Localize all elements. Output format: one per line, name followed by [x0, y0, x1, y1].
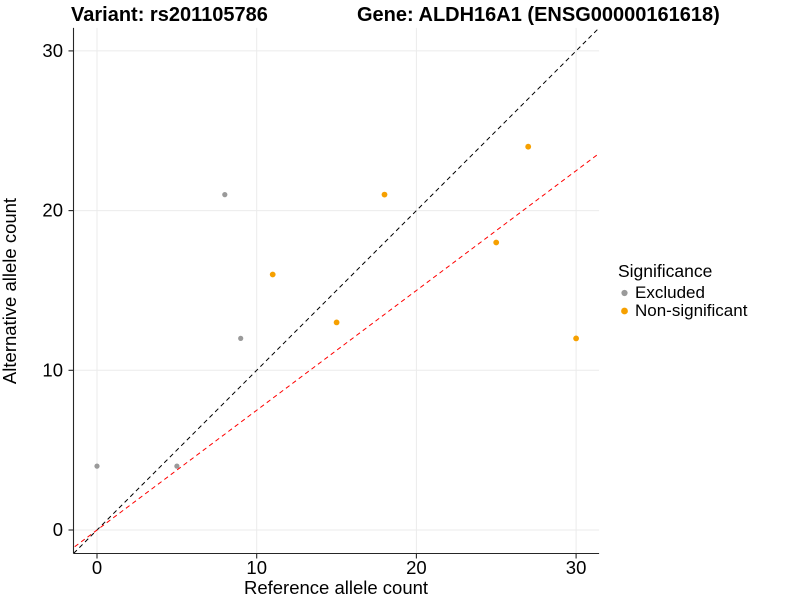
svg-text:Alternative allele count: Alternative allele count — [0, 198, 20, 384]
svg-text:20: 20 — [42, 200, 63, 221]
svg-text:Significance: Significance — [618, 261, 712, 281]
svg-text:10: 10 — [42, 359, 63, 380]
svg-text:0: 0 — [92, 557, 102, 578]
svg-text:Gene: ALDH16A1 (ENSG0000016161: Gene: ALDH16A1 (ENSG00000161618) — [357, 4, 720, 26]
svg-text:Non-significant: Non-significant — [635, 301, 748, 320]
svg-text:0: 0 — [53, 519, 63, 540]
svg-text:30: 30 — [42, 40, 63, 61]
svg-text:Reference allele count: Reference allele count — [244, 577, 428, 598]
svg-text:Excluded: Excluded — [635, 283, 705, 302]
svg-text:Variant: rs201105786: Variant: rs201105786 — [71, 4, 268, 26]
svg-text:10: 10 — [246, 557, 267, 578]
svg-text:20: 20 — [406, 557, 427, 578]
svg-text:30: 30 — [566, 557, 587, 578]
